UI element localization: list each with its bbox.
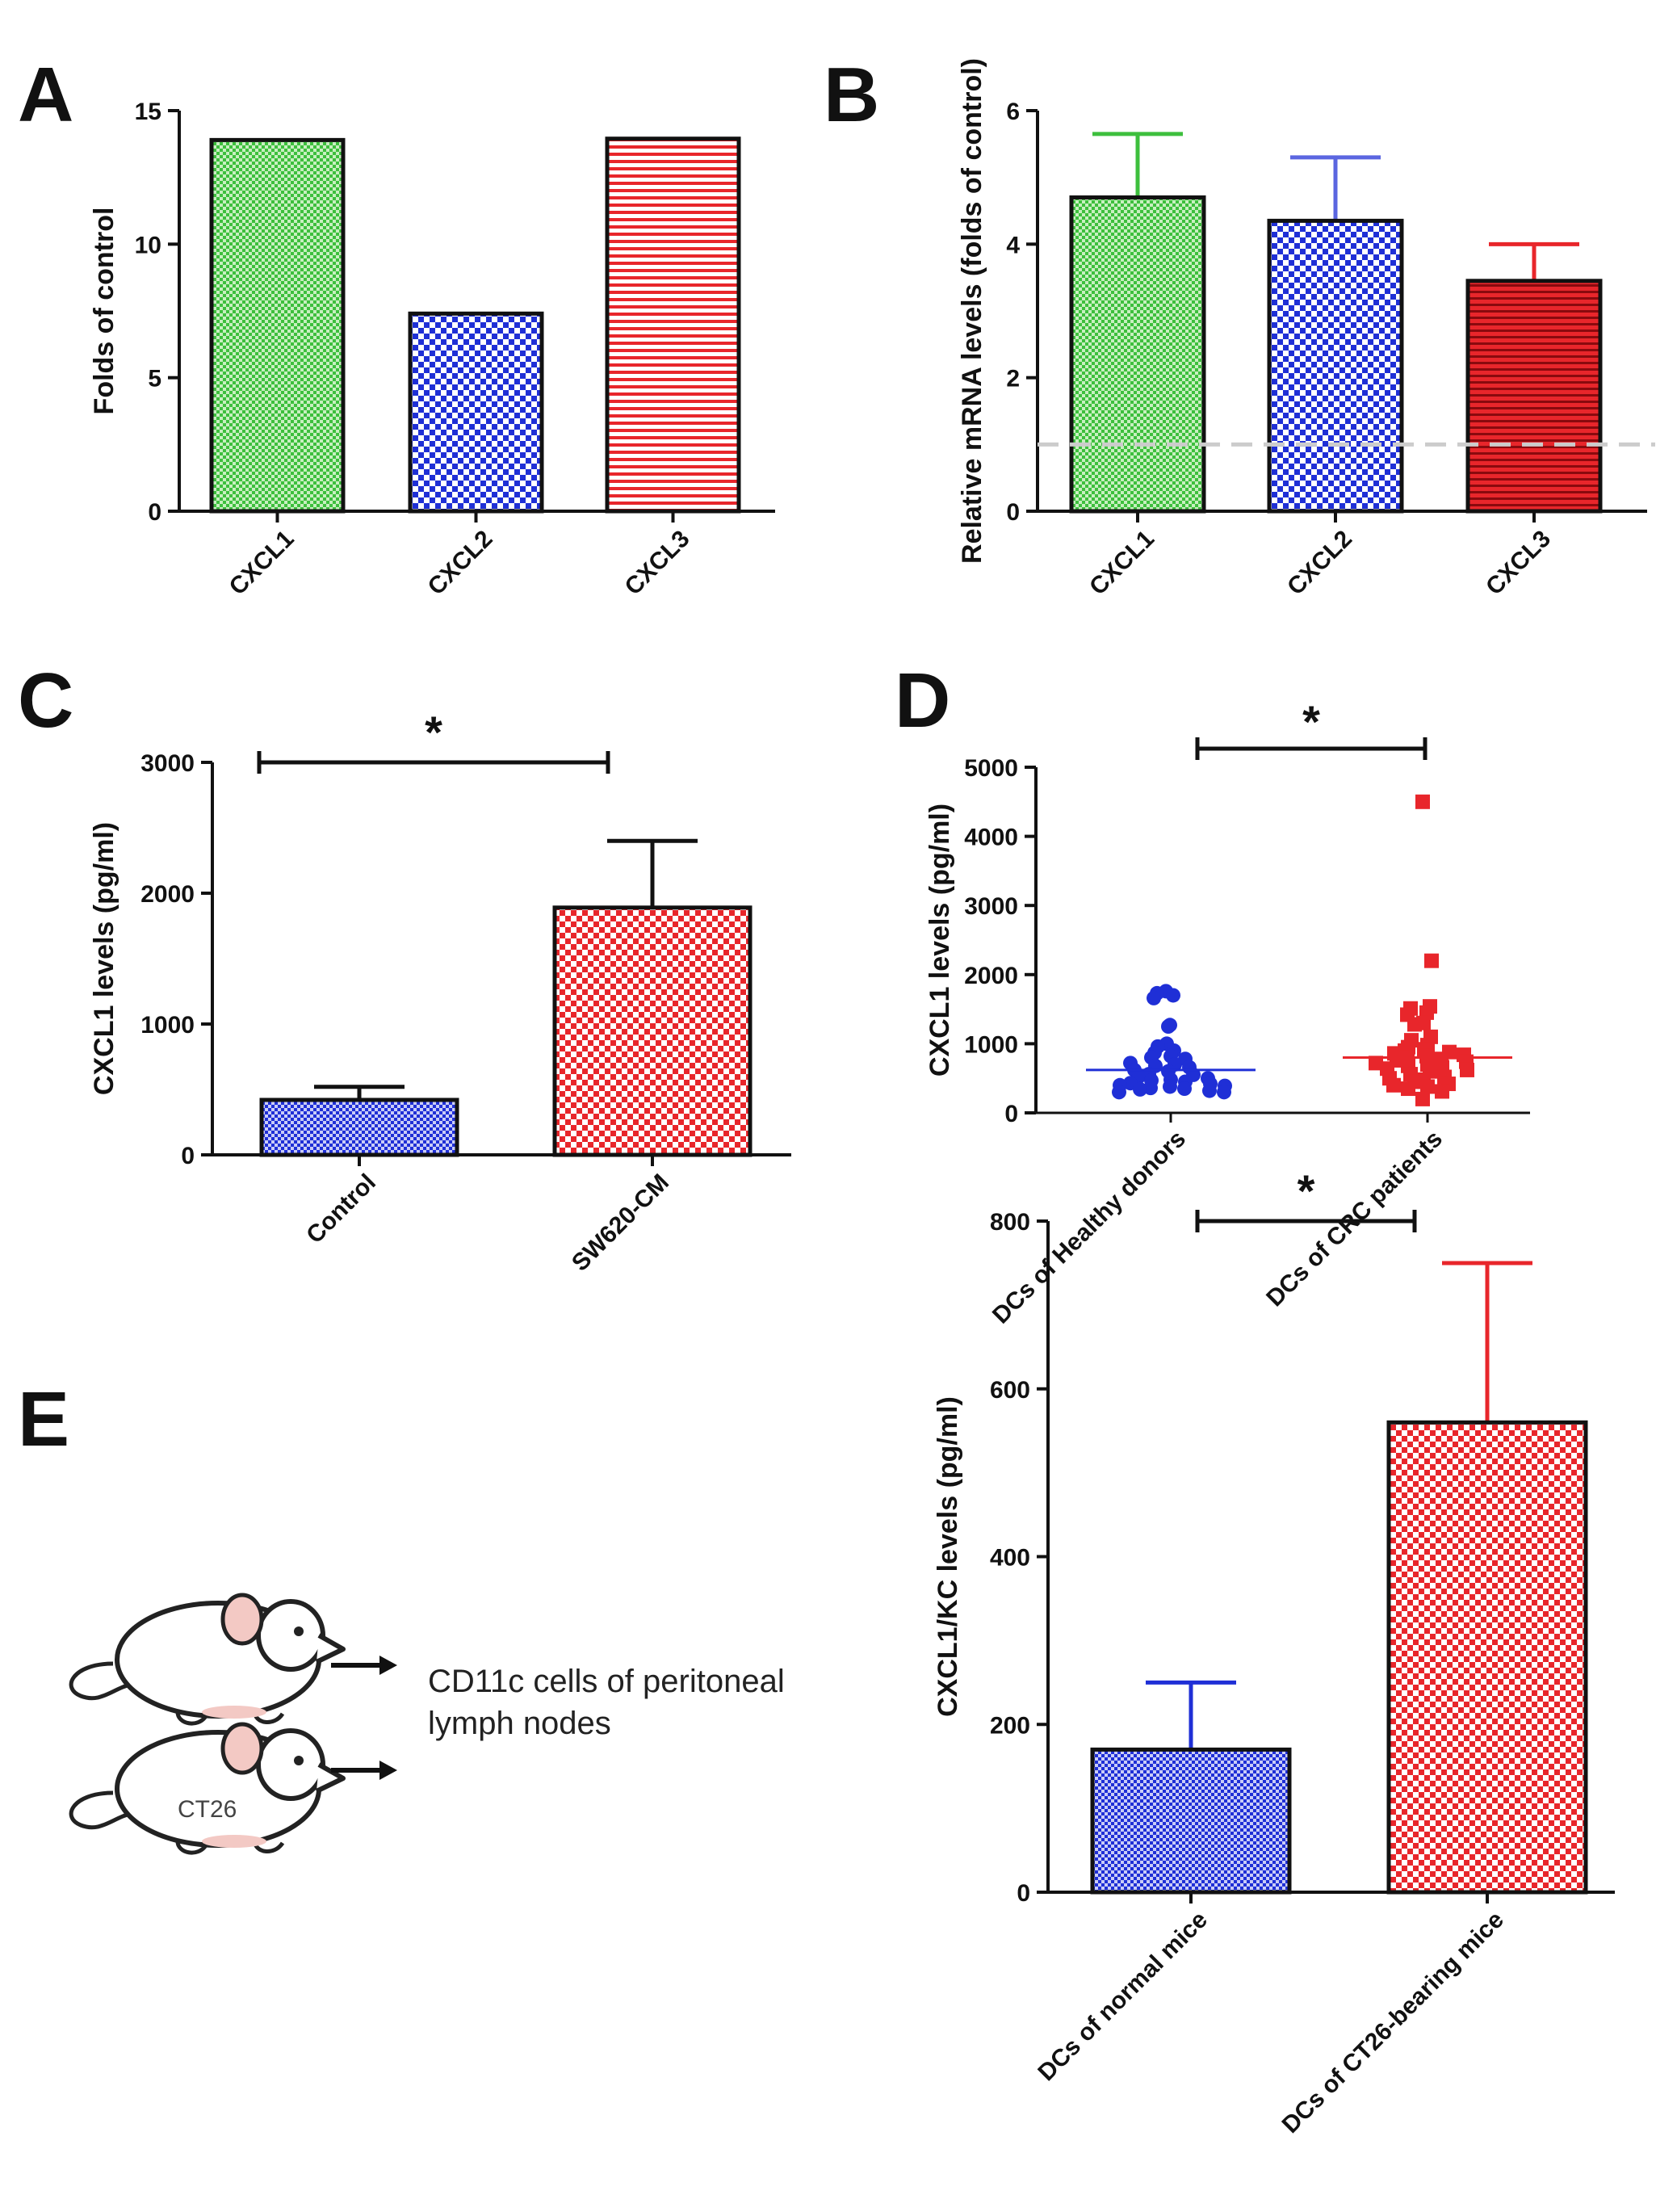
arrow-icon-2 xyxy=(331,1761,397,1780)
significance-star: * xyxy=(1298,1165,1315,1216)
bar xyxy=(1090,1747,1292,1895)
data-point xyxy=(1415,794,1430,809)
panel-letter-c: C xyxy=(18,657,73,744)
mouse-diagram: CT26 CD11c cells of peritoneal lymph nod… xyxy=(69,1593,785,1855)
x-tick-label: Control xyxy=(301,1169,381,1249)
y-tick-label: 4000 xyxy=(964,825,1018,851)
bar xyxy=(1386,1420,1588,1895)
x-tick-label: CXCL2 xyxy=(1282,526,1357,601)
data-point xyxy=(1369,1056,1383,1071)
mouse-icon-normal xyxy=(69,1593,346,1726)
y-axis-label: CXCL1/KC levels (pg/ml) xyxy=(933,1396,963,1717)
panel-letter-b: B xyxy=(824,52,879,138)
y-tick-label: 2 xyxy=(1006,366,1020,392)
y-tick-label: 0 xyxy=(181,1143,195,1169)
y-tick-label: 5000 xyxy=(964,755,1018,782)
y-axis-label: CXCL1 levels (pg/ml) xyxy=(924,804,955,1077)
y-tick-label: 2000 xyxy=(964,963,1018,989)
mouse-label-ct26: CT26 xyxy=(178,1796,237,1823)
y-tick-label: 600 xyxy=(990,1377,1030,1404)
chart-e: 0 200 400 600 800 CXCL1/KC levels (pg/ml) DCs … xyxy=(933,1165,1615,2139)
data-point xyxy=(1420,1079,1435,1094)
bar xyxy=(209,137,346,514)
panel-letter-d: D xyxy=(895,657,950,744)
x-tick-label: CXCL3 xyxy=(1481,526,1556,601)
bar xyxy=(605,136,741,514)
y-tick-label: 200 xyxy=(990,1712,1030,1739)
y-tick-label: 6 xyxy=(1006,99,1020,125)
y-tick-label: 4 xyxy=(1006,232,1020,258)
data-point xyxy=(1177,1081,1192,1097)
bar xyxy=(1267,218,1404,514)
data-point xyxy=(1147,990,1161,1005)
chart-a: 0 5 10 15 Folds of control CXCL1 CXCL2 CXCL3 xyxy=(89,99,775,601)
y-tick-label: 800 xyxy=(990,1209,1030,1236)
y-axis-label: Relative mRNA levels (folds of control) xyxy=(957,58,987,564)
y-tick-label: 0 xyxy=(1017,1880,1030,1907)
data-point xyxy=(1435,1084,1449,1099)
x-tick-label: SW620-CM xyxy=(567,1169,674,1277)
bar xyxy=(1069,195,1206,514)
y-tick-label: 2000 xyxy=(140,881,195,908)
bar xyxy=(259,1098,459,1157)
x-tick-label: DCs of normal mice xyxy=(1033,1907,1213,2087)
panel-letter-e: E xyxy=(18,1376,69,1463)
data-point xyxy=(1202,1083,1217,1098)
data-point xyxy=(1166,988,1180,1003)
x-tick-label: CXCL2 xyxy=(423,526,498,601)
bar xyxy=(552,905,753,1157)
y-tick-label: 3000 xyxy=(964,893,1018,920)
diagram-caption-line1: CD11c cells of peritoneal xyxy=(428,1664,785,1699)
panel-letter-a: A xyxy=(18,52,73,138)
bar xyxy=(1465,279,1603,514)
arrow-icon-1 xyxy=(331,1656,397,1675)
chart-c: 0 1000 2000 3000 CXCL1 levels (pg/ml) Control… xyxy=(89,707,791,1277)
data-point xyxy=(1163,1079,1177,1094)
y-tick-label: 3000 xyxy=(140,750,195,777)
significance-star: * xyxy=(425,707,442,758)
y-tick-label: 0 xyxy=(1006,499,1020,526)
y-tick-label: 5 xyxy=(148,366,161,392)
chart-b: 0 2 4 6 Relative mRNA levels (folds of contr… xyxy=(957,58,1655,601)
data-point xyxy=(1460,1062,1474,1077)
data-point xyxy=(1217,1085,1231,1100)
x-tick-label: CXCL3 xyxy=(620,526,695,601)
data-point xyxy=(1161,1019,1176,1034)
y-tick-label: 1000 xyxy=(140,1012,195,1039)
y-axis-label: Folds of control xyxy=(89,208,119,415)
data-point xyxy=(1112,1085,1126,1100)
bar xyxy=(408,311,544,514)
y-tick-label: 1000 xyxy=(964,1031,1018,1058)
x-tick-label: CXCL1 xyxy=(1084,526,1159,601)
y-tick-label: 0 xyxy=(148,499,161,526)
x-tick-label: CXCL1 xyxy=(224,526,300,601)
y-tick-label: 0 xyxy=(1004,1101,1018,1127)
mouse-icon-ct26: CT26 xyxy=(69,1722,346,1855)
x-tick-label: DCs of CRC patients xyxy=(1261,1126,1448,1312)
data-point xyxy=(1415,1091,1430,1106)
y-tick-label: 15 xyxy=(135,99,161,125)
data-point xyxy=(1133,1081,1147,1097)
y-tick-label: 400 xyxy=(990,1545,1030,1572)
x-tick-label: DCs of CT26-bearing mice xyxy=(1277,1907,1509,2139)
data-point xyxy=(1407,1017,1422,1032)
data-point xyxy=(1424,953,1439,968)
diagram-caption-line2: lymph nodes xyxy=(428,1706,611,1741)
y-axis-label: CXCL1 levels (pg/ml) xyxy=(89,822,119,1095)
data-point xyxy=(1386,1077,1401,1093)
significance-star: * xyxy=(1302,696,1320,747)
data-point xyxy=(1401,1081,1415,1097)
y-tick-label: 10 xyxy=(135,232,161,258)
